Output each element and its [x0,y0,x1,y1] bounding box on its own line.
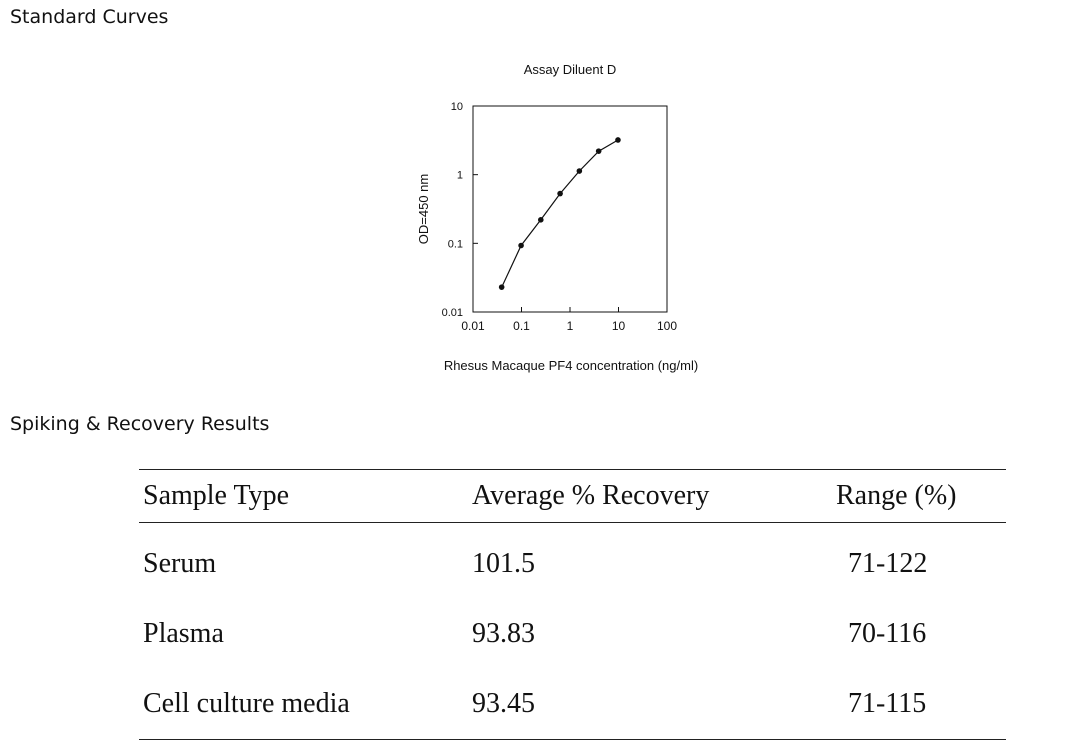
data-point [595,148,602,154]
x-axis-label: Rhesus Macaque PF4 concentration (ng/ml) [444,358,698,373]
y-axis: 0.01 0.1 1 10 [442,101,478,319]
data-points [498,137,621,290]
data-point [615,137,621,143]
y-axis-label: OD=450 nm [416,174,431,244]
cell-range: 70-116 [848,618,927,649]
x-tick-label: 1 [567,319,574,333]
spiking-recovery-table: Sample Type Average % Recovery Range (%)… [139,469,1006,740]
standard-curves-heading: Standard Curves [10,6,169,28]
chart-title: Assay Diluent D [524,62,616,77]
cell-sample-type: Cell culture media [143,688,350,719]
y-tick-label: 10 [451,101,463,113]
cell-average-recovery: 93.83 [472,618,535,649]
header-range: Range (%) [836,480,957,511]
x-tick-label: 10 [612,319,626,333]
data-point [576,168,583,174]
x-tick-label: 0.1 [513,319,530,333]
table-header-row: Sample Type Average % Recovery Range (%) [139,469,1006,523]
plot-area-frame [472,105,668,313]
standard-curve-line [501,139,619,288]
data-point [557,190,563,197]
header-sample-type: Sample Type [143,480,290,511]
y-tick-label: 0.01 [442,307,463,319]
data-point [518,242,524,249]
table-row: Cell culture media 93.45 71-115 [139,669,1006,740]
table-row: Plasma 93.83 70-116 [139,599,1006,669]
cell-range: 71-122 [848,548,928,579]
cell-range: 71-115 [848,688,927,719]
x-tick-label: 100 [657,319,677,333]
data-point [538,217,544,223]
cell-average-recovery: 93.45 [472,688,535,719]
cell-sample-type: Serum [143,548,217,579]
header-average-recovery: Average % Recovery [472,480,710,511]
y-tick-label: 0.1 [448,238,463,250]
spiking-recovery-heading: Spiking & Recovery Results [10,413,270,435]
standard-curve-chart: Assay Diluent D 0.01 0.1 1 10 100 0.01 0.1 1 10… [416,62,698,373]
x-axis: 0.01 0.1 1 10 100 [461,307,677,333]
cell-average-recovery: 101.5 [472,548,535,579]
y-tick-label: 1 [457,170,463,182]
x-tick-label: 0.01 [461,319,485,333]
cell-sample-type: Plasma [143,618,224,649]
table-row: Serum 101.5 71-122 [139,523,1006,600]
data-point [498,284,505,290]
